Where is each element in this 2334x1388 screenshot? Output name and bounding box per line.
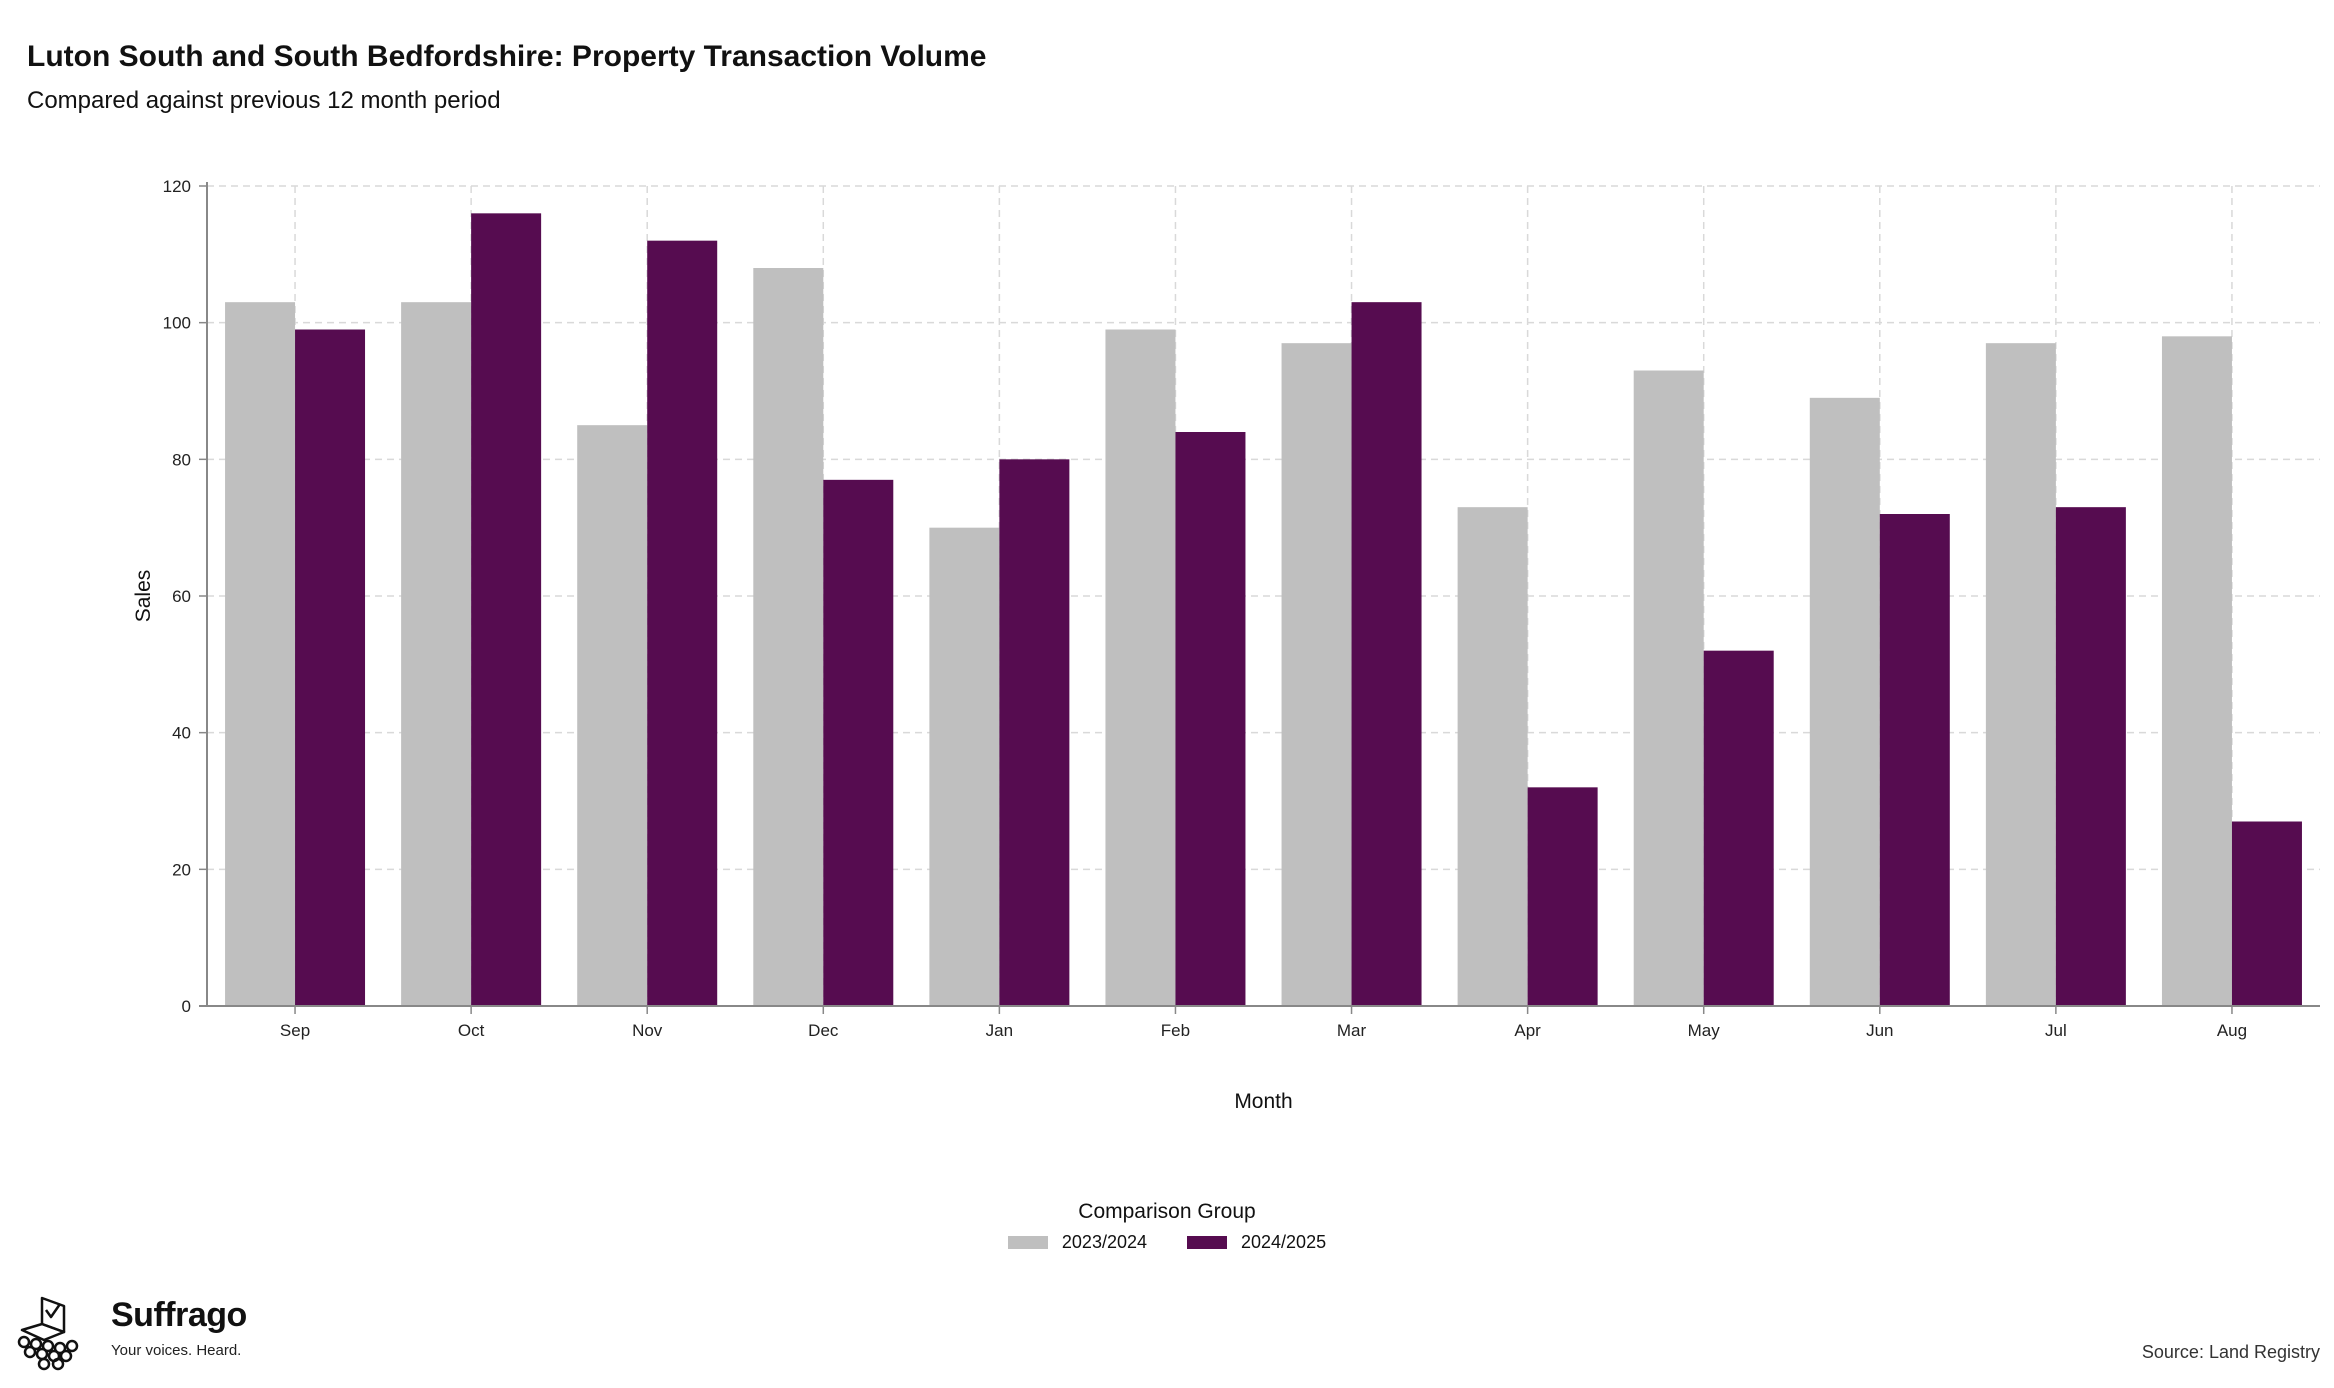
bar-2023-2024-sep <box>225 302 296 1007</box>
x-tick-label-sep: Sep <box>280 1021 310 1040</box>
bar-2024-2025-apr <box>1527 787 1598 1006</box>
bar-2023-2024-apr <box>1457 507 1528 1006</box>
y-tick-label: 60 <box>172 587 191 606</box>
bar-2024-2025-feb <box>1175 432 1246 1006</box>
legend-title: Comparison Group <box>1078 1200 1256 1223</box>
legend-label-2024-2025: 2024/2025 <box>1241 1232 1327 1252</box>
y-axis-title: Sales <box>132 570 155 623</box>
chart-subtitle: Compared against previous 12 month perio… <box>27 87 501 114</box>
x-tick-label-jan: Jan <box>986 1021 1013 1040</box>
source-note: Source: Land Registry <box>2141 1342 2320 1362</box>
brand-name: Suffrago <box>111 1296 247 1334</box>
y-tick-label: 20 <box>172 860 191 879</box>
legend-label-2023-2024: 2023/2024 <box>1061 1232 1147 1252</box>
bar-2024-2025-sep <box>295 329 366 1006</box>
y-tick-label: 0 <box>182 997 191 1016</box>
bar-2023-2024-jul <box>1985 343 2056 1007</box>
y-tick-label: 80 <box>172 450 191 469</box>
x-tick-label-apr: Apr <box>1514 1021 1541 1040</box>
bar-2024-2025-may <box>1703 650 1774 1006</box>
bar-2024-2025-nov <box>647 240 718 1006</box>
y-tick-label: 40 <box>172 724 191 743</box>
bar-2024-2025-dec <box>823 479 894 1006</box>
legend-item-2024-2025: 2024/2025 <box>1187 1232 1326 1253</box>
legend-swatch-2024-2025 <box>1187 1236 1227 1249</box>
y-tick-label: 120 <box>163 177 191 196</box>
legend-swatch-2023-2024 <box>1007 1236 1048 1249</box>
bar-2023-2024-may <box>1633 370 1704 1006</box>
x-tick-label-may: May <box>1688 1021 1721 1040</box>
x-tick-label-aug: Aug <box>2217 1021 2247 1040</box>
x-tick-label-jun: Jun <box>1866 1021 1893 1040</box>
brand-tagline: Your voices. Heard. <box>111 1342 242 1359</box>
bar-2024-2025-jun <box>1879 514 1950 1006</box>
bar-2023-2024-feb <box>1105 329 1176 1006</box>
bar-2024-2025-jul <box>2055 507 2126 1006</box>
x-tick-label-feb: Feb <box>1161 1021 1190 1040</box>
bar-2023-2024-jun <box>1809 397 1880 1006</box>
bar-2023-2024-dec <box>753 268 824 1006</box>
x-tick-label-nov: Nov <box>632 1021 663 1040</box>
bar-2023-2024-mar <box>1281 343 1352 1007</box>
x-tick-label-dec: Dec <box>808 1021 839 1040</box>
x-tick-label-jul: Jul <box>2045 1021 2067 1040</box>
x-axis-title: Month <box>1234 1090 1292 1113</box>
bar-2024-2025-aug <box>2231 821 2302 1006</box>
legend-item-2023-2024: 2023/2024 <box>1007 1232 1147 1253</box>
bar-2023-2024-oct <box>401 302 472 1007</box>
bar-2023-2024-aug <box>2161 336 2232 1006</box>
bar-2023-2024-nov <box>577 425 648 1007</box>
chart-title: Luton South and South Bedfordshire: Prop… <box>27 40 987 73</box>
x-tick-label-mar: Mar <box>1337 1021 1367 1040</box>
bar-2023-2024-jan <box>929 527 1000 1006</box>
legend: 2023/2024 2024/2025 <box>0 1232 2334 1253</box>
x-tick-label-oct: Oct <box>458 1021 485 1040</box>
bar-2024-2025-oct <box>471 213 542 1007</box>
bar-2024-2025-mar <box>1351 302 1422 1007</box>
y-tick-label: 100 <box>163 314 191 333</box>
ballot-box-crowd-icon <box>17 1296 79 1371</box>
bar-2024-2025-jan <box>999 459 1070 1006</box>
